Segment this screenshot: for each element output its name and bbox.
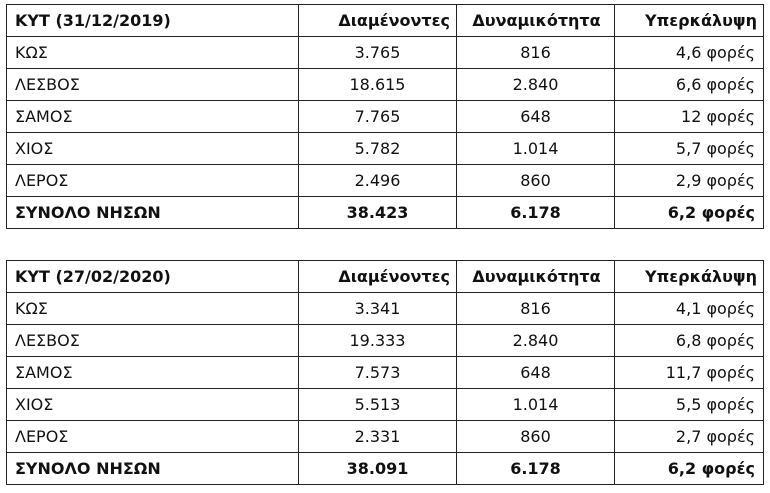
table-header-row: ΚΥΤ (27/02/2020) Διαμένοντες Δυναμικότητ… [6,260,764,293]
capacity-value: 1.014 [456,132,615,165]
coverage-value: 5,7 φορές [614,132,764,165]
total-coverage: 6,2 φορές [614,452,764,485]
col-capacity: Δυναμικότητα [456,4,615,37]
total-residents: 38.423 [298,196,457,229]
island-name: ΣΑΜΟΣ [6,100,299,133]
capacity-value: 648 [456,356,615,389]
residents-value: 5.782 [298,132,457,165]
capacity-value: 2.840 [456,68,615,101]
capacity-value: 2.840 [456,324,615,357]
capacity-value: 860 [456,420,615,453]
total-coverage: 6,2 φορές [614,196,764,229]
residents-value: 5.513 [298,388,457,421]
island-name: ΚΩΣ [6,36,299,69]
total-row: ΣΥΝΟΛΟ ΝΗΣΩΝ 38.423 6.178 6,2 φορές [6,196,764,229]
table-row: ΚΩΣ 3.341 816 4,1 φορές [6,292,764,325]
table-row: ΧΙΟΣ 5.782 1.014 5,7 φορές [6,132,764,165]
coverage-value: 11,7 φορές [614,356,764,389]
total-label: ΣΥΝΟΛΟ ΝΗΣΩΝ [6,196,299,229]
coverage-value: 6,6 φορές [614,68,764,101]
col-residents: Διαμένοντες [298,260,457,293]
capacity-value: 816 [456,292,615,325]
table-row: ΚΩΣ 3.765 816 4,6 φορές [6,36,764,69]
table-title: ΚΥΤ (27/02/2020) [6,260,299,293]
coverage-value: 12 φορές [614,100,764,133]
table-title: ΚΥΤ (31/12/2019) [6,4,299,37]
table-row: ΛΕΡΟΣ 2.496 860 2,9 φορές [6,164,764,197]
island-name: ΧΙΟΣ [6,388,299,421]
coverage-value: 2,9 φορές [614,164,764,197]
residents-value: 7.765 [298,100,457,133]
total-residents: 38.091 [298,452,457,485]
residents-value: 19.333 [298,324,457,357]
table-row: ΛΕΣΒΟΣ 19.333 2.840 6,8 φορές [6,324,764,357]
island-name: ΛΕΡΟΣ [6,420,299,453]
capacity-value: 860 [456,164,615,197]
residents-value: 2.331 [298,420,457,453]
island-name: ΧΙΟΣ [6,132,299,165]
total-row: ΣΥΝΟΛΟ ΝΗΣΩΝ 38.091 6.178 6,2 φορές [6,452,764,485]
table-header-row: ΚΥΤ (31/12/2019) Διαμένοντες Δυναμικότητ… [6,4,764,37]
coverage-value: 4,6 φορές [614,36,764,69]
total-capacity: 6.178 [456,196,615,229]
coverage-value: 6,8 φορές [614,324,764,357]
capacity-value: 1.014 [456,388,615,421]
table-row: ΛΕΣΒΟΣ 18.615 2.840 6,6 φορές [6,68,764,101]
residents-value: 7.573 [298,356,457,389]
capacity-value: 648 [456,100,615,133]
coverage-value: 2,7 φορές [614,420,764,453]
total-label: ΣΥΝΟΛΟ ΝΗΣΩΝ [6,452,299,485]
island-name: ΣΑΜΟΣ [6,356,299,389]
residents-value: 3.341 [298,292,457,325]
residents-value: 2.496 [298,164,457,197]
table-row: ΧΙΟΣ 5.513 1.014 5,5 φορές [6,388,764,421]
col-capacity: Δυναμικότητα [456,260,615,293]
total-capacity: 6.178 [456,452,615,485]
table-row: ΛΕΡΟΣ 2.331 860 2,7 φορές [6,420,764,453]
table-row: ΣΑΜΟΣ 7.765 648 12 φορές [6,100,764,133]
residents-value: 3.765 [298,36,457,69]
col-coverage: Υπερκάλυψη [614,260,764,293]
table-2020: ΚΥΤ (27/02/2020) Διαμένοντες Δυναμικότητ… [6,260,764,485]
residents-value: 18.615 [298,68,457,101]
table-row: ΣΑΜΟΣ 7.573 648 11,7 φορές [6,356,764,389]
coverage-value: 5,5 φορές [614,388,764,421]
island-name: ΛΕΣΒΟΣ [6,324,299,357]
capacity-value: 816 [456,36,615,69]
island-name: ΛΕΡΟΣ [6,164,299,197]
col-residents: Διαμένοντες [298,4,457,37]
table-2019: ΚΥΤ (31/12/2019) Διαμένοντες Δυναμικότητ… [6,4,764,229]
coverage-value: 4,1 φορές [614,292,764,325]
island-name: ΚΩΣ [6,292,299,325]
col-coverage: Υπερκάλυψη [614,4,764,37]
island-name: ΛΕΣΒΟΣ [6,68,299,101]
